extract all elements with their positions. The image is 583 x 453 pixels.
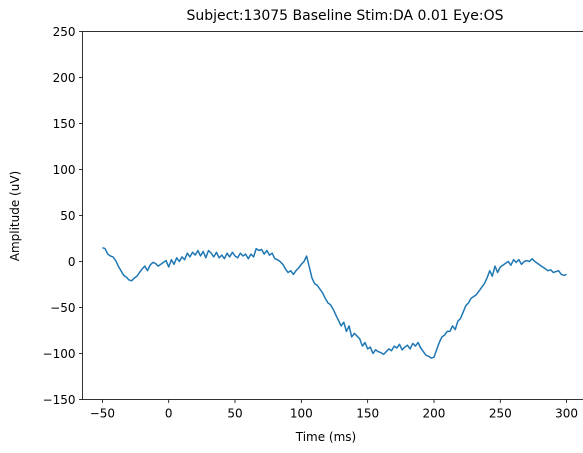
x-tick-label: 0: [165, 407, 173, 421]
series-line-0: [102, 246, 567, 359]
y-tick-label: −50: [50, 301, 75, 315]
y-tick-label: 100: [53, 163, 76, 177]
y-tick-label: −150: [43, 393, 76, 407]
y-tick-label: 200: [53, 71, 76, 85]
plot-frame: [82, 31, 583, 400]
y-axis-label: Amplitude (uV): [8, 171, 22, 262]
y-tick-label: 250: [53, 25, 76, 39]
x-tick-label: −50: [90, 407, 115, 421]
y-tick-label: 50: [60, 209, 75, 223]
x-tick-label: 300: [555, 407, 578, 421]
y-axis-ticks: −150 −100 −50 0 50 100 150 200 250: [43, 25, 83, 407]
x-tick-label: 250: [489, 407, 512, 421]
y-tick-label: 150: [53, 117, 76, 131]
x-tick-label: 200: [423, 407, 446, 421]
x-axis-label: Time (ms): [295, 430, 357, 444]
series-layer: [102, 246, 567, 359]
y-tick-label: −100: [43, 347, 76, 361]
x-tick-label: 100: [290, 407, 313, 421]
x-tick-label: 50: [227, 407, 242, 421]
x-tick-label: 150: [356, 407, 379, 421]
y-tick-label: 0: [68, 255, 76, 269]
x-axis-ticks: −50 0 50 100 150 200 250 300: [90, 399, 578, 421]
chart-title: Subject:13075 Baseline Stim:DA 0.01 Eye:…: [186, 8, 503, 24]
